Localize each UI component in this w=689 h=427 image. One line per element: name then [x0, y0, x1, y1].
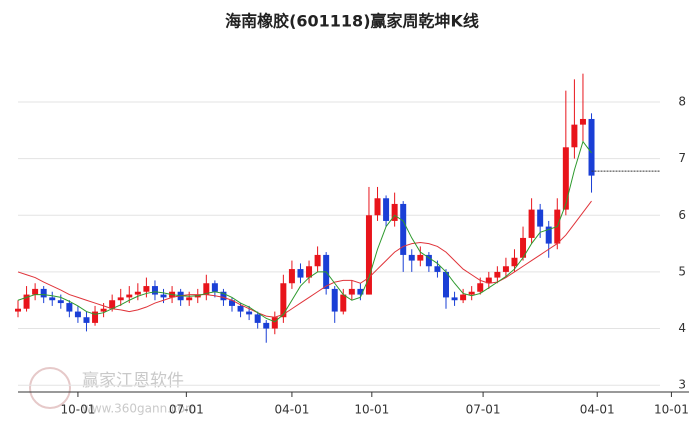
candle-body: [588, 118, 595, 176]
candle-body: [254, 314, 261, 323]
candle-body: [331, 288, 338, 312]
ma-short-line: [17, 140, 592, 323]
candle-body: [23, 294, 30, 309]
candle-body: [160, 294, 167, 298]
candle-body: [460, 294, 467, 301]
x-tick-label: 10-01: [354, 403, 389, 417]
candle-body: [109, 300, 116, 309]
watermark-logo: [29, 367, 71, 409]
candle-body: [306, 266, 313, 278]
watermark: 赢家江恩软件 www.360gann.com: [29, 367, 197, 416]
candle-body: [383, 198, 390, 221]
candle-body: [562, 147, 569, 210]
candle-body: [211, 283, 218, 292]
x-tick-label: 07-01: [169, 403, 204, 417]
candle-body: [579, 118, 586, 125]
x-tick-label: 04-01: [580, 403, 615, 417]
candle-body: [92, 311, 99, 323]
candle-body: [425, 254, 432, 267]
candle-body: [408, 254, 415, 261]
candle-body: [100, 308, 107, 312]
candle-body: [220, 291, 227, 301]
y-tick-label: 7: [678, 151, 686, 165]
candle-body: [229, 300, 235, 306]
candle-body: [417, 254, 424, 261]
candle-body: [126, 294, 133, 298]
x-tick-label: 07-01: [466, 403, 501, 417]
candle-body: [288, 269, 295, 284]
candle-body: [537, 209, 544, 227]
watermark-url: www.360gann.com: [82, 402, 197, 416]
candle-body: [32, 288, 39, 295]
candle-body: [280, 283, 287, 318]
candle-body: [365, 215, 372, 295]
candle-body: [391, 203, 398, 221]
x-tick-label: 04-01: [274, 403, 309, 417]
candle-body: [15, 308, 21, 312]
candle-body: [468, 291, 475, 295]
candle-body: [237, 305, 244, 312]
candle-body: [477, 283, 484, 292]
candle-body: [502, 266, 509, 272]
y-tick-label: 5: [678, 264, 686, 278]
y-tick-label: 8: [678, 94, 686, 108]
candle-body: [117, 297, 124, 301]
candle-body: [348, 288, 355, 295]
candle-body: [186, 297, 193, 301]
candle-body: [434, 266, 441, 272]
candle-body: [451, 297, 458, 301]
candle-body: [134, 291, 141, 295]
candle-body: [357, 288, 364, 295]
candle-body: [246, 311, 253, 315]
candle-body: [49, 297, 56, 301]
candle-body: [314, 254, 321, 267]
candle-body: [143, 286, 150, 292]
chart-title: 海南橡胶(601118)赢家周乾坤K线: [225, 12, 479, 31]
candle-body: [571, 124, 578, 148]
y-tick-label: 6: [678, 208, 686, 222]
candle-body: [297, 269, 304, 278]
candle-body: [494, 271, 501, 278]
candle-body: [263, 322, 270, 329]
candle-body: [520, 237, 527, 258]
candle-body: [83, 317, 90, 323]
y-tick-label: 3: [678, 378, 686, 392]
ma-long-line: [17, 200, 592, 318]
candle-body: [374, 198, 381, 216]
candle-body: [203, 283, 210, 295]
candle-body: [40, 288, 47, 298]
candle-body: [57, 300, 64, 304]
candle-body: [66, 303, 73, 312]
candle-body: [443, 271, 449, 298]
candle-body: [511, 257, 518, 267]
candle-body: [528, 209, 535, 238]
candle-body: [74, 311, 81, 318]
candle-body: [545, 226, 552, 244]
watermark-text: 赢家江恩软件: [82, 371, 184, 391]
candle-body: [271, 317, 278, 329]
candle-body: [151, 286, 158, 295]
x-tick-label: 10-01: [60, 403, 95, 417]
y-tick-label: 4: [678, 321, 686, 335]
candle-body: [340, 294, 347, 312]
candle-body: [400, 203, 407, 255]
x-tick-label: 10-01: [654, 403, 689, 417]
candle-body: [485, 277, 492, 284]
